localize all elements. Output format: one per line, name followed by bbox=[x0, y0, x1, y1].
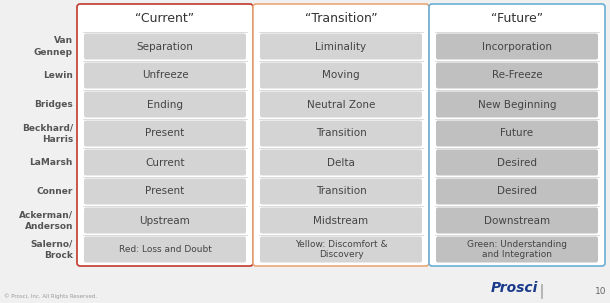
Text: Future: Future bbox=[500, 128, 534, 138]
Text: LaMarsh: LaMarsh bbox=[30, 158, 73, 167]
FancyBboxPatch shape bbox=[436, 92, 598, 118]
Text: Red: Loss and Doubt: Red: Loss and Doubt bbox=[118, 245, 212, 254]
FancyBboxPatch shape bbox=[436, 149, 598, 175]
FancyBboxPatch shape bbox=[260, 121, 422, 146]
FancyBboxPatch shape bbox=[260, 34, 422, 59]
FancyBboxPatch shape bbox=[436, 237, 598, 262]
Text: Re-Freeze: Re-Freeze bbox=[492, 71, 542, 81]
Text: Van
Gennep: Van Gennep bbox=[34, 36, 73, 57]
FancyBboxPatch shape bbox=[260, 237, 422, 262]
FancyBboxPatch shape bbox=[260, 208, 422, 234]
FancyBboxPatch shape bbox=[84, 178, 246, 205]
Text: Present: Present bbox=[145, 128, 185, 138]
Text: Ackerman/
Anderson: Ackerman/ Anderson bbox=[19, 211, 73, 231]
Text: “Current”: “Current” bbox=[135, 12, 195, 25]
Text: Separation: Separation bbox=[137, 42, 193, 52]
Text: Lewin: Lewin bbox=[43, 71, 73, 80]
Text: Transition: Transition bbox=[315, 128, 367, 138]
FancyBboxPatch shape bbox=[84, 62, 246, 88]
Text: Unfreeze: Unfreeze bbox=[142, 71, 188, 81]
FancyBboxPatch shape bbox=[436, 178, 598, 205]
Text: Salerno/
Brock: Salerno/ Brock bbox=[30, 239, 73, 260]
Text: “Future”: “Future” bbox=[491, 12, 543, 25]
Text: Beckhard/
Harris: Beckhard/ Harris bbox=[22, 123, 73, 144]
Text: New Beginning: New Beginning bbox=[478, 99, 556, 109]
Text: Incorporation: Incorporation bbox=[482, 42, 552, 52]
Text: Upstream: Upstream bbox=[140, 215, 190, 225]
Text: Current: Current bbox=[145, 158, 185, 168]
Text: Midstream: Midstream bbox=[314, 215, 368, 225]
FancyBboxPatch shape bbox=[253, 4, 429, 266]
FancyBboxPatch shape bbox=[84, 237, 246, 262]
Text: Yellow: Discomfort &
Discovery: Yellow: Discomfort & Discovery bbox=[295, 240, 387, 259]
Text: Moving: Moving bbox=[322, 71, 360, 81]
FancyBboxPatch shape bbox=[429, 4, 605, 266]
FancyBboxPatch shape bbox=[260, 178, 422, 205]
FancyBboxPatch shape bbox=[436, 121, 598, 146]
FancyBboxPatch shape bbox=[260, 149, 422, 175]
FancyBboxPatch shape bbox=[260, 62, 422, 88]
FancyBboxPatch shape bbox=[84, 208, 246, 234]
Text: Ending: Ending bbox=[147, 99, 183, 109]
Text: Transition: Transition bbox=[315, 187, 367, 197]
Text: Prosci: Prosci bbox=[490, 281, 538, 295]
FancyBboxPatch shape bbox=[436, 34, 598, 59]
Text: “Transition”: “Transition” bbox=[304, 12, 378, 25]
FancyBboxPatch shape bbox=[260, 92, 422, 118]
FancyBboxPatch shape bbox=[436, 208, 598, 234]
Text: Downstream: Downstream bbox=[484, 215, 550, 225]
FancyBboxPatch shape bbox=[436, 62, 598, 88]
Text: Present: Present bbox=[145, 187, 185, 197]
FancyBboxPatch shape bbox=[84, 121, 246, 146]
Text: Delta: Delta bbox=[327, 158, 355, 168]
Text: Desired: Desired bbox=[497, 158, 537, 168]
Text: © Prosci, Inc. All Rights Reserved.: © Prosci, Inc. All Rights Reserved. bbox=[4, 293, 97, 299]
Text: Neutral Zone: Neutral Zone bbox=[307, 99, 375, 109]
Text: Green: Understanding
and Integration: Green: Understanding and Integration bbox=[467, 240, 567, 259]
Text: Desired: Desired bbox=[497, 187, 537, 197]
FancyBboxPatch shape bbox=[84, 92, 246, 118]
Text: Liminality: Liminality bbox=[315, 42, 367, 52]
Text: Bridges: Bridges bbox=[34, 100, 73, 109]
FancyBboxPatch shape bbox=[84, 34, 246, 59]
Text: 10: 10 bbox=[595, 287, 606, 296]
FancyBboxPatch shape bbox=[77, 4, 253, 266]
FancyBboxPatch shape bbox=[84, 149, 246, 175]
Text: Conner: Conner bbox=[37, 187, 73, 196]
